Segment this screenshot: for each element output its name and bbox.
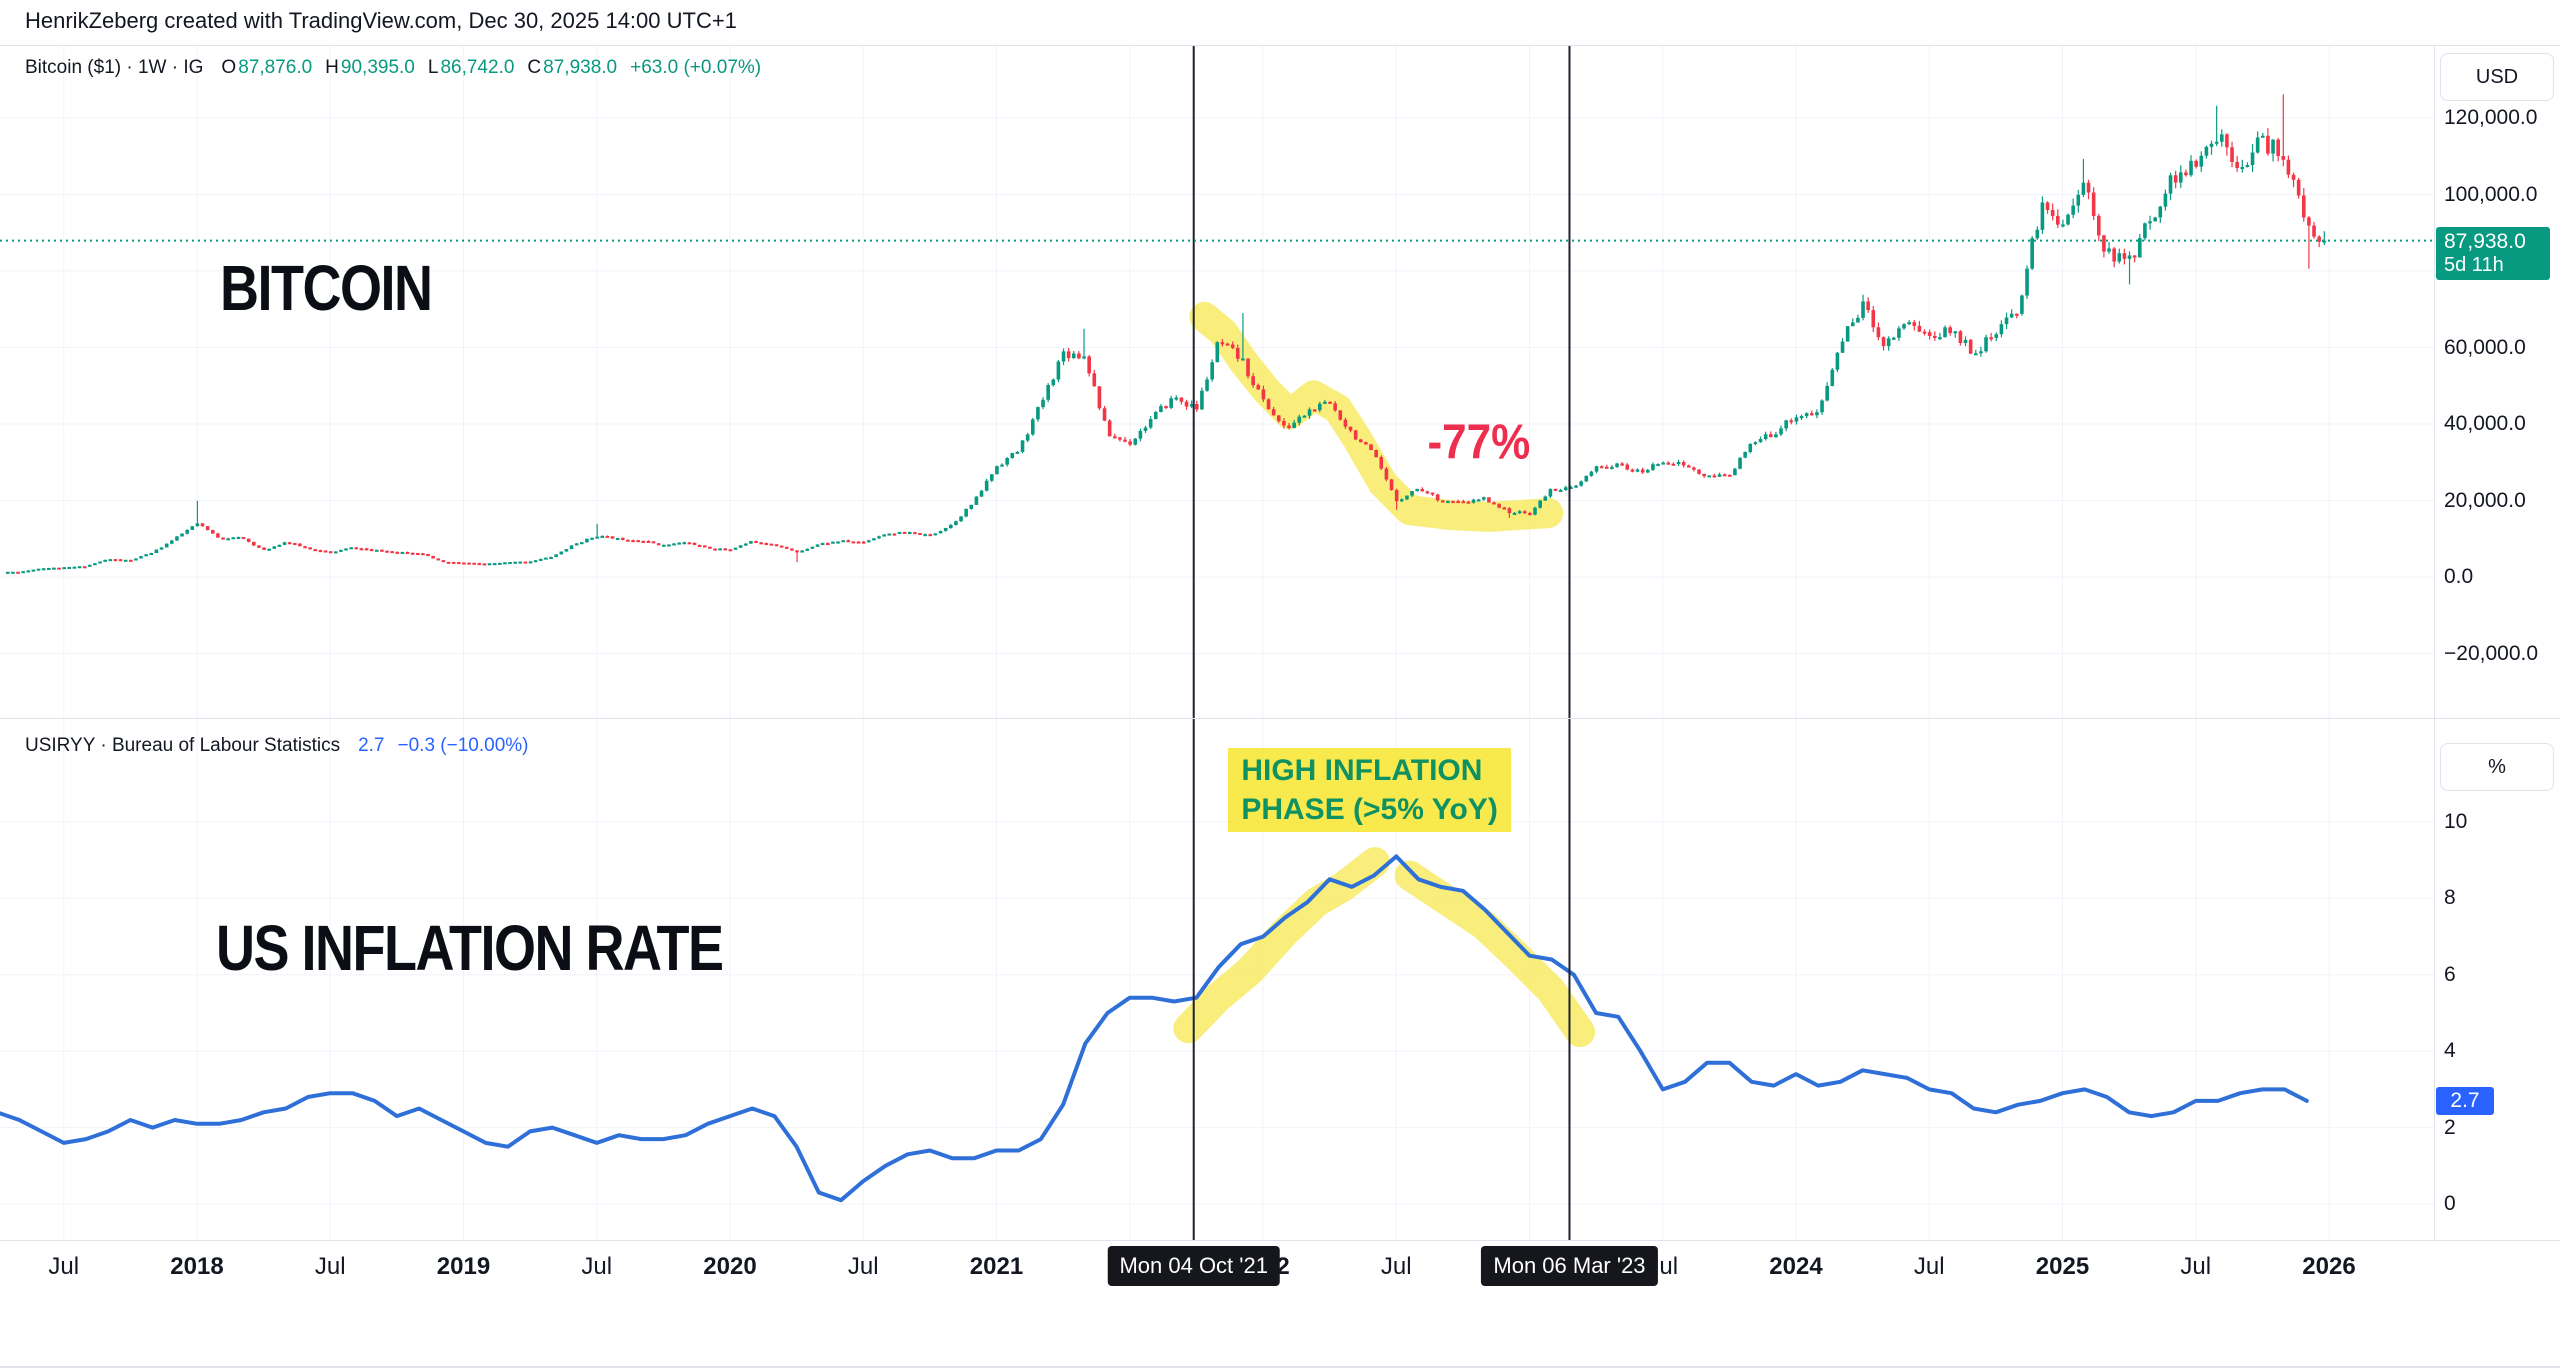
price-axis-label: 120,000.0 (2444, 106, 2538, 129)
bar-countdown: 5d 11h (2444, 253, 2504, 276)
event-date-badge: Mon 04 Oct '21 (1107, 1246, 1280, 1286)
open-value: 87,876.0 (238, 57, 313, 78)
time-axis-label: Jul (48, 1253, 80, 1280)
time-axis-label: Jul (1380, 1253, 1412, 1280)
inflation-legend: USIRYY · Bureau of Labour Statistics 2.7… (25, 735, 528, 757)
bitcoin-symbol-title[interactable]: Bitcoin ($1) · 1W · IG (25, 57, 204, 78)
percent-axis-label: 2 (2444, 1115, 2456, 1139)
high-label: H (325, 57, 339, 78)
price-axis-label: 40,000.0 (2444, 412, 2526, 435)
inflation-symbol-title[interactable]: USIRYY · Bureau of Labour Statistics (25, 735, 341, 756)
currency-unit-button[interactable]: USD (2440, 53, 2554, 101)
time-axis-label: 2019 (436, 1253, 491, 1280)
page-bottom-divider (0, 1366, 2560, 1368)
high-inflation-line2: PHASE (>5% YoY) (1241, 792, 1498, 826)
time-axis-label: Jul (581, 1253, 613, 1280)
credit-text: HenrikZeberg created with TradingView.co… (25, 8, 737, 33)
last-price-badge: 87,938.0 5d 11h (2436, 226, 2550, 280)
event-date-badge: Mon 06 Mar '23 (1481, 1246, 1658, 1286)
inflation-value: 2.7 (358, 735, 385, 756)
time-axis-label: Jul (1913, 1253, 1945, 1280)
time-axis-label: 2020 (703, 1253, 757, 1280)
percent-axis-label: 4 (2444, 1039, 2456, 1063)
time-axis-label: 2024 (1769, 1253, 1823, 1280)
time-axis-label: Jul (314, 1253, 346, 1280)
time-axis-label: 2021 (969, 1253, 1024, 1280)
time-axis-label: 2025 (2035, 1253, 2090, 1280)
price-axis-label: 100,000.0 (2444, 182, 2538, 206)
footer: TradingView (0, 1292, 2560, 1366)
percent-axis-label: 6 (2444, 962, 2456, 986)
time-axis-divider (0, 1240, 2560, 1241)
inflation-watermark: US INFLATION RATE (216, 913, 724, 984)
close-value: 87,938.0 (543, 57, 618, 78)
price-scale-divider (2434, 45, 2435, 1240)
last-price-value: 87,938.0 (2444, 229, 2526, 253)
low-value: 86,742.0 (440, 57, 515, 78)
price-axis-label: 60,000.0 (2444, 335, 2526, 359)
low-label: L (427, 57, 439, 78)
high-inflation-annotation: HIGH INFLATION PHASE (>5% YoY) (1228, 747, 1511, 832)
price-axis-label: −20,000.0 (2444, 641, 2539, 665)
time-axis-label: 2018 (170, 1253, 224, 1280)
bitcoin-watermark: BITCOIN (220, 253, 433, 324)
pane-divider[interactable] (0, 718, 2560, 719)
price-axis-label: 0.0 (2444, 565, 2474, 588)
percent-axis-label: 0 (2444, 1192, 2456, 1215)
time-axis-label: Jul (847, 1253, 879, 1280)
inflation-change: −0.3 (−10.00%) (397, 735, 529, 756)
close-label: C (527, 57, 542, 78)
percent-axis-label: 8 (2444, 886, 2456, 910)
high-value: 90,395.0 (340, 57, 415, 78)
bitcoin-legend: Bitcoin ($1) · 1W · IG O 87,876.0 H 90,3… (25, 57, 761, 79)
change-value: +63.0 (+0.07%) (630, 57, 762, 78)
percent-axis-label: 10 (2444, 810, 2468, 833)
time-axis-label: 2026 (2302, 1253, 2356, 1280)
percent-unit-button[interactable]: % (2440, 743, 2554, 791)
time-axis-label: Jul (2180, 1253, 2212, 1280)
open-label: O (221, 57, 237, 78)
header-divider (0, 45, 2560, 46)
price-axis-label: 20,000.0 (2444, 488, 2526, 512)
drawdown-annotation: -77% (1427, 415, 1531, 471)
last-inflation-badge: 2.7 (2436, 1086, 2494, 1115)
high-inflation-line1: HIGH INFLATION (1241, 753, 1483, 787)
